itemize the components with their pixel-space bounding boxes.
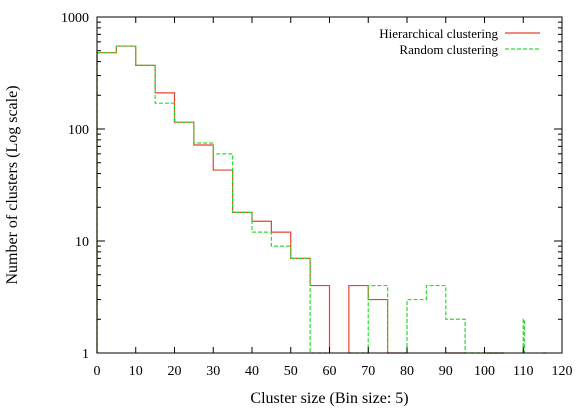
x-tick-label: 50 <box>284 364 298 379</box>
legend-label: Hierarchical clustering <box>379 26 498 41</box>
x-tick-label: 30 <box>206 364 220 379</box>
series-line-hierarchical <box>96 45 547 354</box>
y-tick-label: 1 <box>82 347 89 362</box>
x-tick-label: 100 <box>474 364 495 379</box>
y-tick-label: 1000 <box>61 11 89 26</box>
x-tick-label: 60 <box>323 364 337 379</box>
x-tick-label: 70 <box>361 364 375 379</box>
x-tick-label: 0 <box>94 364 101 379</box>
x-tick-label: 110 <box>513 364 533 379</box>
x-tick-label: 120 <box>552 364 573 379</box>
series-line-random <box>96 45 526 354</box>
series-marks <box>96 45 547 354</box>
x-tick-label: 90 <box>439 364 453 379</box>
y-tick-label: 100 <box>68 123 89 138</box>
x-tick-label: 40 <box>245 364 259 379</box>
y-axis-label: Number of clusters (Log scale) <box>4 85 21 284</box>
x-tick-label: 10 <box>129 364 143 379</box>
y-tick-label: 10 <box>75 235 89 250</box>
x-tick-label: 80 <box>400 364 414 379</box>
x-tick-label: 20 <box>168 364 182 379</box>
legend-label: Random clustering <box>399 42 498 57</box>
x-axis-label: Cluster size (Bin size: 5) <box>250 390 408 407</box>
